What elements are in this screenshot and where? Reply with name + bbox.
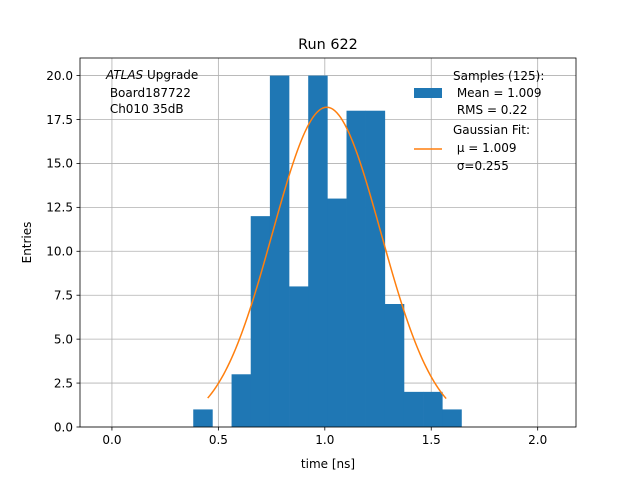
histogram-bar: [365, 110, 386, 427]
histogram-bar: [423, 391, 443, 427]
legend-samples-rms: RMS = 0.22: [453, 103, 528, 117]
annotation-line-1: ATLAS Upgrade: [105, 68, 198, 82]
y-tick-label: 0.0: [54, 420, 73, 434]
legend-samples-mean: Mean = 1.009: [453, 86, 542, 100]
plot-frame: [79, 57, 577, 428]
gaussian-fit-curve: [207, 106, 447, 400]
histogram-bar: [193, 409, 213, 427]
histogram-bar: [269, 75, 290, 428]
x-tick-label: 1.5: [422, 433, 441, 447]
y-tick-label: 12.5: [46, 201, 73, 215]
legend-fit-title: Gaussian Fit:: [453, 123, 530, 137]
x-axis-label: time [ns]: [301, 457, 355, 471]
legend: Samples (125): Mean = 1.009 RMS = 0.22 G…: [414, 69, 544, 173]
histogram-bar: [403, 391, 424, 427]
annotation-upgrade: Upgrade: [143, 68, 198, 82]
x-axis-ticks: 0.0 0.5 1.0 1.5 2.0: [102, 427, 547, 447]
y-tick-label: 2.5: [54, 376, 73, 390]
legend-fit-sigma: σ=0.255: [453, 159, 509, 173]
x-tick-label: 1.0: [315, 433, 334, 447]
x-tick-label: 2.0: [528, 433, 547, 447]
histogram-bar: [308, 75, 328, 428]
histogram-bar: [250, 216, 271, 427]
annotation-line-2: Board187722: [106, 86, 191, 100]
y-tick-label: 7.5: [54, 289, 73, 303]
histogram-bar: [327, 198, 347, 427]
legend-fit-mu: μ = 1.009: [453, 141, 517, 155]
annotation-atlas: ATLAS: [105, 68, 144, 82]
y-tick-label: 10.0: [46, 245, 73, 259]
chart-title: Run 622: [298, 37, 358, 53]
histogram-bar: [231, 374, 252, 427]
y-axis-label: Entries: [20, 222, 34, 264]
x-tick-label: 0.5: [209, 433, 228, 447]
histogram-bar: [384, 304, 405, 427]
annotation-line-3: Ch010 35dB: [106, 102, 184, 116]
y-tick-label: 5.0: [54, 332, 73, 346]
x-tick-label: 0.0: [102, 433, 121, 447]
annotation-board-info: ATLAS Upgrade Board187722 Ch010 35dB: [105, 68, 198, 116]
y-axis-ticks: 0.0 2.5 5.0 7.5 10.0 12.5 15.0 17.5 20.0: [46, 69, 80, 434]
histogram-bar: [289, 286, 309, 427]
legend-samples-title: Samples (125):: [453, 69, 544, 83]
y-tick-label: 20.0: [46, 69, 73, 83]
histogram-bar: [442, 409, 462, 427]
legend-samples-swatch: [414, 88, 442, 98]
y-tick-label: 17.5: [46, 113, 73, 127]
histogram-bars: [193, 75, 462, 428]
y-tick-label: 15.0: [46, 157, 73, 171]
histogram-bar: [346, 110, 366, 427]
